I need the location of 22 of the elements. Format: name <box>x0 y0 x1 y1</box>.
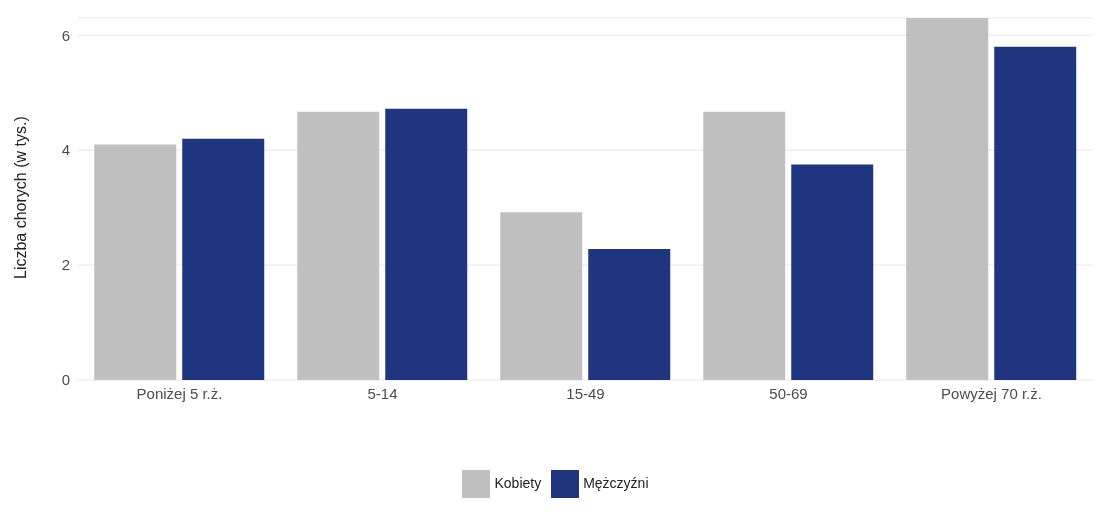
x-tick-label: 15-49 <box>566 384 605 402</box>
x-tick-label: 50-69 <box>769 384 808 402</box>
x-tick-label: Powyżej 70 r.ż. <box>941 384 1042 402</box>
bar <box>906 18 989 380</box>
bar <box>182 138 265 380</box>
y-tick-label: 4 <box>61 141 70 159</box>
legend-label: Kobiety <box>494 474 542 491</box>
bar <box>791 164 874 380</box>
legend-label: Mężczyźni <box>583 474 649 491</box>
bar <box>500 212 583 380</box>
bar <box>703 111 786 380</box>
bar <box>588 248 671 380</box>
y-tick-label: 6 <box>61 26 70 44</box>
y-axis-title: Liczba chorych (w tys.) <box>11 116 29 279</box>
y-tick-label: 2 <box>61 256 70 274</box>
bar <box>994 46 1077 380</box>
bar <box>94 144 177 380</box>
bar <box>385 108 468 380</box>
x-tick-label: Poniżej 5 r.ż. <box>136 384 223 402</box>
y-tick-label: 0 <box>61 371 70 389</box>
bar <box>297 111 380 380</box>
x-tick-label: 5-14 <box>367 384 398 402</box>
